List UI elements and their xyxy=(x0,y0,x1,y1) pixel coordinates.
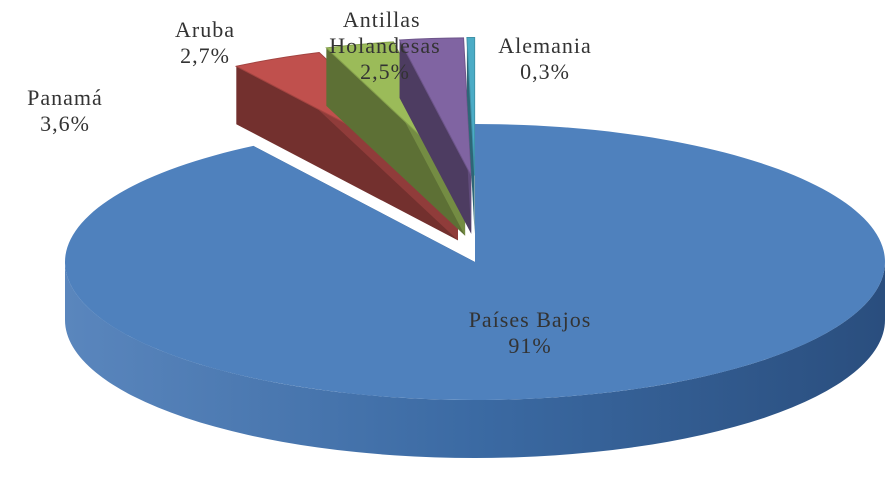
slice-label: Panamá xyxy=(27,85,103,110)
slice-value: 3,6% xyxy=(40,111,90,136)
slice-label: Alemania xyxy=(498,33,592,58)
label-line: Panamá xyxy=(27,85,103,110)
slice-wall xyxy=(326,47,466,236)
label-line: Holandesas xyxy=(329,33,440,58)
slice xyxy=(466,37,476,176)
slice-value: 91% xyxy=(508,333,551,358)
label-line: Aruba xyxy=(175,17,235,42)
label-line: Alemania xyxy=(498,33,592,58)
label-line: Países Bajos xyxy=(469,307,592,332)
slice xyxy=(64,124,886,400)
slice-label: Antillas Holandesas xyxy=(329,7,440,58)
slice-value: 2,5% xyxy=(360,59,410,84)
slice-value: 0,3% xyxy=(520,59,570,84)
slice-wall xyxy=(399,39,472,234)
slice-wall xyxy=(236,66,458,241)
slice-wall xyxy=(466,37,475,234)
slice-side xyxy=(65,262,885,458)
slice-value: 2,7% xyxy=(180,43,230,68)
slice xyxy=(398,37,472,177)
label-line: Antillas xyxy=(343,7,427,32)
slice-label: Países Bajos xyxy=(469,307,592,332)
slice-label: Aruba xyxy=(175,17,235,42)
